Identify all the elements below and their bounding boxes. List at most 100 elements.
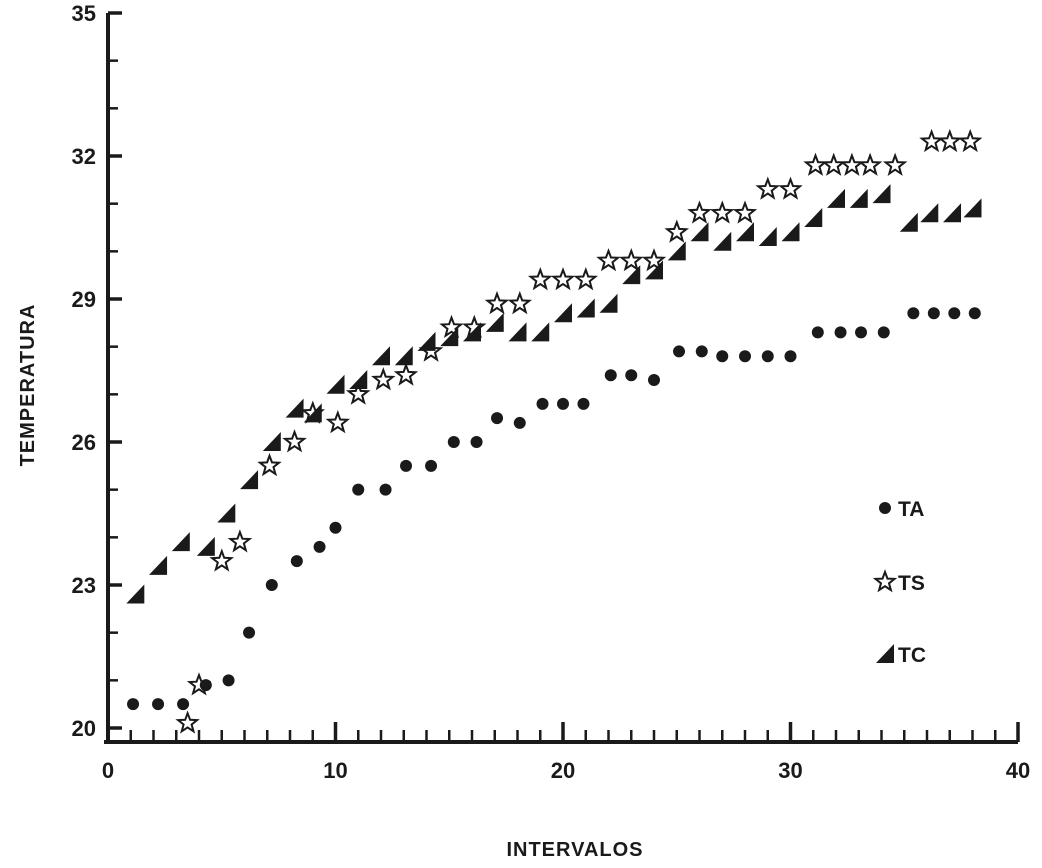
- data-point-tc: [690, 222, 709, 242]
- data-point-ta: [761, 350, 774, 363]
- data-point-ts: [507, 290, 533, 315]
- data-point-tc: [463, 322, 481, 342]
- x-tick-label: 20: [551, 758, 575, 783]
- data-point-ta: [557, 397, 569, 410]
- data-point-tc: [736, 222, 754, 242]
- data-point-ts: [687, 200, 712, 224]
- data-point-tc: [899, 212, 918, 232]
- data-point-ta: [648, 374, 660, 387]
- x-axis-ticks: 0 10 20 30 40: [102, 722, 1030, 783]
- data-point-tc: [149, 555, 168, 575]
- y-axis-ticks: 20 23 26 29 32 35: [72, 1, 122, 741]
- data-point-tc: [485, 312, 504, 332]
- x-tick-label: 40: [1006, 758, 1030, 783]
- data-point-tc: [394, 346, 413, 366]
- legend-marker-ta: [879, 502, 891, 514]
- data-point-ta: [491, 412, 504, 425]
- x-tick-label: 10: [323, 758, 347, 783]
- data-point-tc: [920, 203, 939, 223]
- data-point-ta: [152, 698, 165, 711]
- data-point-ta: [536, 397, 549, 410]
- data-point-ta: [379, 483, 392, 496]
- data-point-ts: [393, 362, 419, 386]
- data-point-ts: [257, 452, 282, 477]
- data-point-tc: [713, 231, 732, 251]
- series-tc: [126, 184, 982, 604]
- data-point-ta: [127, 698, 140, 711]
- data-point-ta: [352, 483, 365, 496]
- data-point-tc: [240, 470, 259, 490]
- data-point-ts: [186, 672, 212, 696]
- y-tick-label: 35: [72, 1, 96, 26]
- data-point-tc: [440, 327, 459, 347]
- data-point-ta: [625, 369, 638, 382]
- data-point-ta: [811, 326, 824, 339]
- data-point-ta: [470, 436, 483, 448]
- y-tick-label: 26: [72, 430, 96, 455]
- y-tick-label: 29: [72, 287, 96, 312]
- data-point-ts: [778, 176, 803, 200]
- data-point-ts: [839, 152, 865, 176]
- legend-item-ts: TS: [872, 569, 925, 595]
- data-point-tc: [804, 207, 823, 227]
- data-point-ta: [290, 555, 303, 568]
- data-point-tc: [126, 584, 145, 604]
- data-point-ta: [265, 579, 278, 591]
- x-tick-label: 0: [102, 758, 114, 783]
- data-point-ta: [695, 345, 708, 358]
- data-point-ts: [937, 128, 963, 153]
- x-axis-title: INTERVALOS: [506, 839, 643, 861]
- data-point-tc: [963, 198, 982, 218]
- data-point-ta: [855, 326, 868, 339]
- data-point-tc: [196, 536, 215, 556]
- data-point-ta: [907, 307, 920, 320]
- legend: TA TS TC: [872, 498, 926, 667]
- data-point-ta: [927, 307, 940, 320]
- data-point-ts: [371, 367, 396, 391]
- legend-item-tc: TC: [876, 644, 926, 667]
- legend-item-ta: TA: [879, 498, 924, 521]
- data-point-ta: [577, 397, 590, 410]
- data-point-tc: [622, 265, 641, 285]
- data-point-ts: [209, 548, 235, 572]
- data-point-ta: [784, 350, 797, 363]
- data-point-tc: [349, 370, 368, 390]
- data-point-tc: [599, 293, 618, 313]
- data-point-ta: [513, 416, 526, 429]
- data-point-ta: [243, 626, 256, 639]
- legend-label-ts: TS: [898, 572, 925, 595]
- data-point-ta: [739, 350, 751, 363]
- y-tick-label: 20: [72, 716, 96, 741]
- data-point-tc: [531, 322, 550, 342]
- data-point-ta: [222, 674, 235, 687]
- data-point-ts: [325, 410, 351, 434]
- data-point-ts: [573, 267, 599, 291]
- data-point-ts: [282, 429, 307, 453]
- data-point-tc: [303, 403, 322, 423]
- data-point-tc: [285, 398, 304, 418]
- data-point-ts: [919, 128, 944, 153]
- data-point-ts: [709, 200, 735, 224]
- data-point-ts: [484, 290, 510, 315]
- data-point-ts: [227, 529, 253, 553]
- data-point-ta: [604, 369, 617, 382]
- data-point-ts: [821, 152, 846, 176]
- data-point-tc: [417, 331, 436, 351]
- data-point-tc: [849, 188, 868, 208]
- data-point-ts: [550, 267, 576, 291]
- data-point-ts: [857, 152, 883, 176]
- data-point-ts: [439, 314, 464, 339]
- data-point-tc: [667, 241, 686, 261]
- data-point-ts: [957, 128, 983, 153]
- data-point-ta: [329, 521, 342, 534]
- data-point-ts: [664, 219, 690, 243]
- y-tick-label: 23: [72, 573, 96, 598]
- data-point-ts: [527, 267, 553, 291]
- data-point-tc: [576, 298, 595, 318]
- y-axis-title: TEMPERATURA: [17, 304, 39, 467]
- y-tick-label: 32: [72, 144, 96, 169]
- legend-label-tc: TC: [898, 644, 926, 667]
- data-point-ts: [641, 248, 667, 272]
- data-point-ta: [948, 307, 961, 320]
